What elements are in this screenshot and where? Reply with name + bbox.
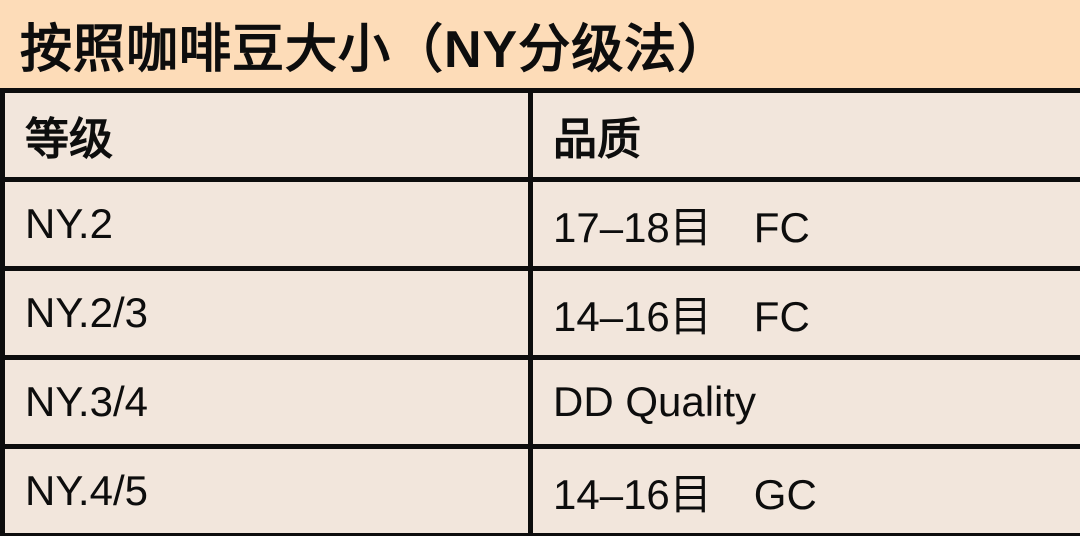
column-header-grade: 等级 bbox=[0, 88, 533, 182]
table-row: NY.2 17–18目 FC bbox=[0, 177, 1080, 271]
quality-cell: 14–16目 FC bbox=[528, 266, 1080, 360]
table-title: 按照咖啡豆大小（NY分级法） bbox=[0, 0, 1080, 88]
column-header-quality: 品质 bbox=[528, 88, 1080, 182]
grade-cell: NY.3/4 bbox=[0, 355, 533, 449]
quality-cell: 14–16目 GC bbox=[528, 444, 1080, 536]
table-row: NY.3/4 DD Quality bbox=[0, 355, 1080, 449]
header-row: 等级 品质 bbox=[0, 88, 1080, 182]
table-row: NY.2/3 14–16目 FC bbox=[0, 266, 1080, 360]
grading-table: 等级 品质 NY.2 17–18目 FC NY.2/3 14–16目 FC NY… bbox=[0, 88, 1080, 536]
grade-cell: NY.2 bbox=[0, 177, 533, 271]
grade-cell: NY.4/5 bbox=[0, 444, 533, 536]
quality-cell: DD Quality bbox=[528, 355, 1080, 449]
table-row: NY.4/5 14–16目 GC bbox=[0, 444, 1080, 536]
quality-cell: 17–18目 FC bbox=[528, 177, 1080, 271]
grade-cell: NY.2/3 bbox=[0, 266, 533, 360]
